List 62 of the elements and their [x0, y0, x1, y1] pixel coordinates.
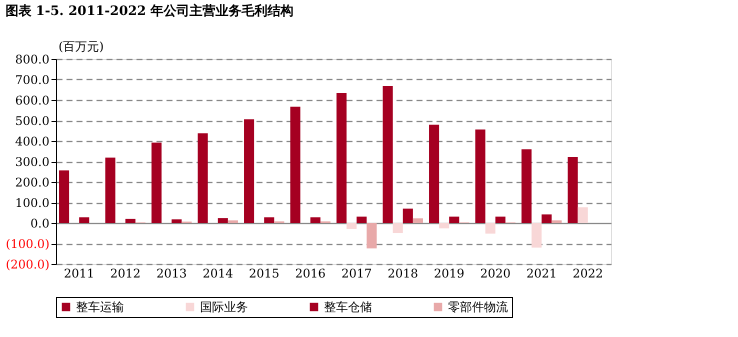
x-tick-label: 2022	[572, 266, 604, 280]
x-tick-label: 2019	[434, 266, 464, 280]
x-tick-label: 2015	[248, 266, 280, 280]
y-tick-label: 700.0	[15, 73, 50, 87]
y-tick-label: 200.0	[15, 176, 50, 190]
x-tick-label: 2018	[388, 266, 418, 280]
y-tick-label: 600.0	[15, 94, 50, 108]
bar	[290, 106, 300, 223]
bar	[392, 223, 403, 234]
bar	[532, 223, 542, 248]
bar	[449, 216, 460, 223]
y-tick-label: 0.0	[30, 216, 50, 230]
bar	[264, 217, 274, 223]
bar	[59, 170, 70, 223]
bar	[105, 158, 116, 223]
x-tick-label: 2011	[64, 266, 94, 280]
bar	[382, 86, 393, 223]
y-tick-label: (200.0)	[6, 258, 50, 272]
bar	[218, 218, 228, 223]
bar	[578, 207, 588, 223]
bar	[495, 216, 506, 223]
bar	[366, 223, 377, 248]
bar	[228, 220, 238, 223]
x-tick-label: 2013	[156, 266, 187, 280]
legend-label: 整车仓储	[324, 300, 372, 314]
x-tick-label: 2017	[341, 266, 372, 280]
y-axis-title: (百万元)	[58, 40, 104, 54]
bar	[79, 217, 90, 223]
bar	[336, 93, 347, 223]
y-tick-label: 100.0	[15, 196, 50, 210]
bar	[244, 119, 254, 223]
legend-label: 整车运输	[76, 300, 124, 314]
bar	[198, 133, 208, 223]
bar	[125, 218, 136, 223]
bar	[172, 219, 182, 223]
bar	[310, 217, 320, 223]
bar	[152, 142, 162, 223]
y-tick-label: 300.0	[15, 155, 50, 169]
bar	[402, 208, 413, 223]
bar	[346, 223, 357, 229]
bar	[522, 149, 532, 223]
y-tick-label: 800.0	[15, 52, 50, 66]
bar	[439, 223, 450, 228]
bar	[568, 156, 578, 223]
y-tick-label: (100.0)	[6, 237, 50, 251]
legend-label: 国际业务	[200, 300, 248, 314]
y-tick-label: 400.0	[15, 134, 50, 148]
bar	[475, 130, 486, 223]
y-tick-label: 500.0	[15, 114, 50, 128]
bar	[429, 124, 440, 223]
bar	[412, 218, 423, 223]
legend-label: 零部件物流	[448, 300, 508, 314]
bar	[552, 220, 562, 223]
x-tick-label: 2016	[295, 266, 326, 280]
x-tick-label: 2020	[480, 266, 511, 280]
bar	[542, 214, 552, 223]
x-tick-label: 2012	[110, 266, 141, 280]
x-tick-label: 2014	[202, 266, 234, 280]
bar	[356, 216, 367, 223]
x-tick-label: 2021	[526, 266, 557, 280]
bar	[485, 223, 496, 234]
chart-title: 图表 1-5. 2011-2022 年公司主营业务毛利结构	[5, 3, 294, 19]
